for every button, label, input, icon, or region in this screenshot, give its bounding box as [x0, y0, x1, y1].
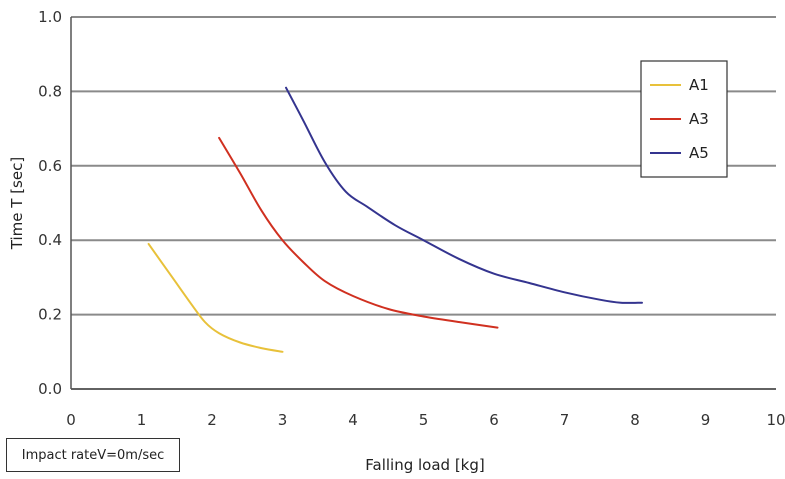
x-tick-label: 1 — [137, 411, 147, 429]
x-axis-title: Falling load [kg] — [365, 456, 484, 474]
legend-label-a3: A3 — [689, 110, 709, 128]
x-tick-label: 4 — [348, 411, 358, 429]
x-tick-label: 0 — [66, 411, 76, 429]
x-tick-label: 6 — [489, 411, 499, 429]
impact-rate-note: Impact rateV=0m/sec — [6, 438, 180, 472]
x-tick-labels: 0 1 2 3 4 5 6 7 8 9 10 — [66, 411, 785, 429]
x-tick-label: 10 — [766, 411, 785, 429]
series-line-a3 — [218, 136, 499, 329]
y-tick-label: 0.2 — [38, 306, 62, 324]
y-tick-label: 0.6 — [38, 157, 62, 175]
y-tick-label: 0.0 — [38, 380, 62, 398]
series-lines — [147, 86, 643, 353]
y-tick-label: 0.8 — [38, 82, 62, 100]
x-tick-label: 9 — [701, 411, 711, 429]
series-line-a5 — [285, 86, 643, 304]
y-tick-labels: 0.0 0.2 0.4 0.6 0.8 1.0 — [38, 8, 62, 398]
y-tick-label: 0.4 — [38, 231, 62, 249]
x-tick-label: 8 — [630, 411, 640, 429]
x-tick-label: 3 — [278, 411, 288, 429]
x-tick-label: 2 — [207, 411, 217, 429]
y-axis-title: Time T [sec] — [8, 157, 26, 250]
axes — [70, 17, 776, 390]
series-line-a1 — [147, 242, 284, 353]
y-tick-label: 1.0 — [38, 8, 62, 26]
legend-label-a5: A5 — [689, 144, 709, 162]
legend-label-a1: A1 — [689, 76, 709, 94]
x-tick-label: 7 — [560, 411, 570, 429]
legend: A1 A3 A5 — [640, 60, 728, 178]
x-tick-label: 5 — [419, 411, 429, 429]
